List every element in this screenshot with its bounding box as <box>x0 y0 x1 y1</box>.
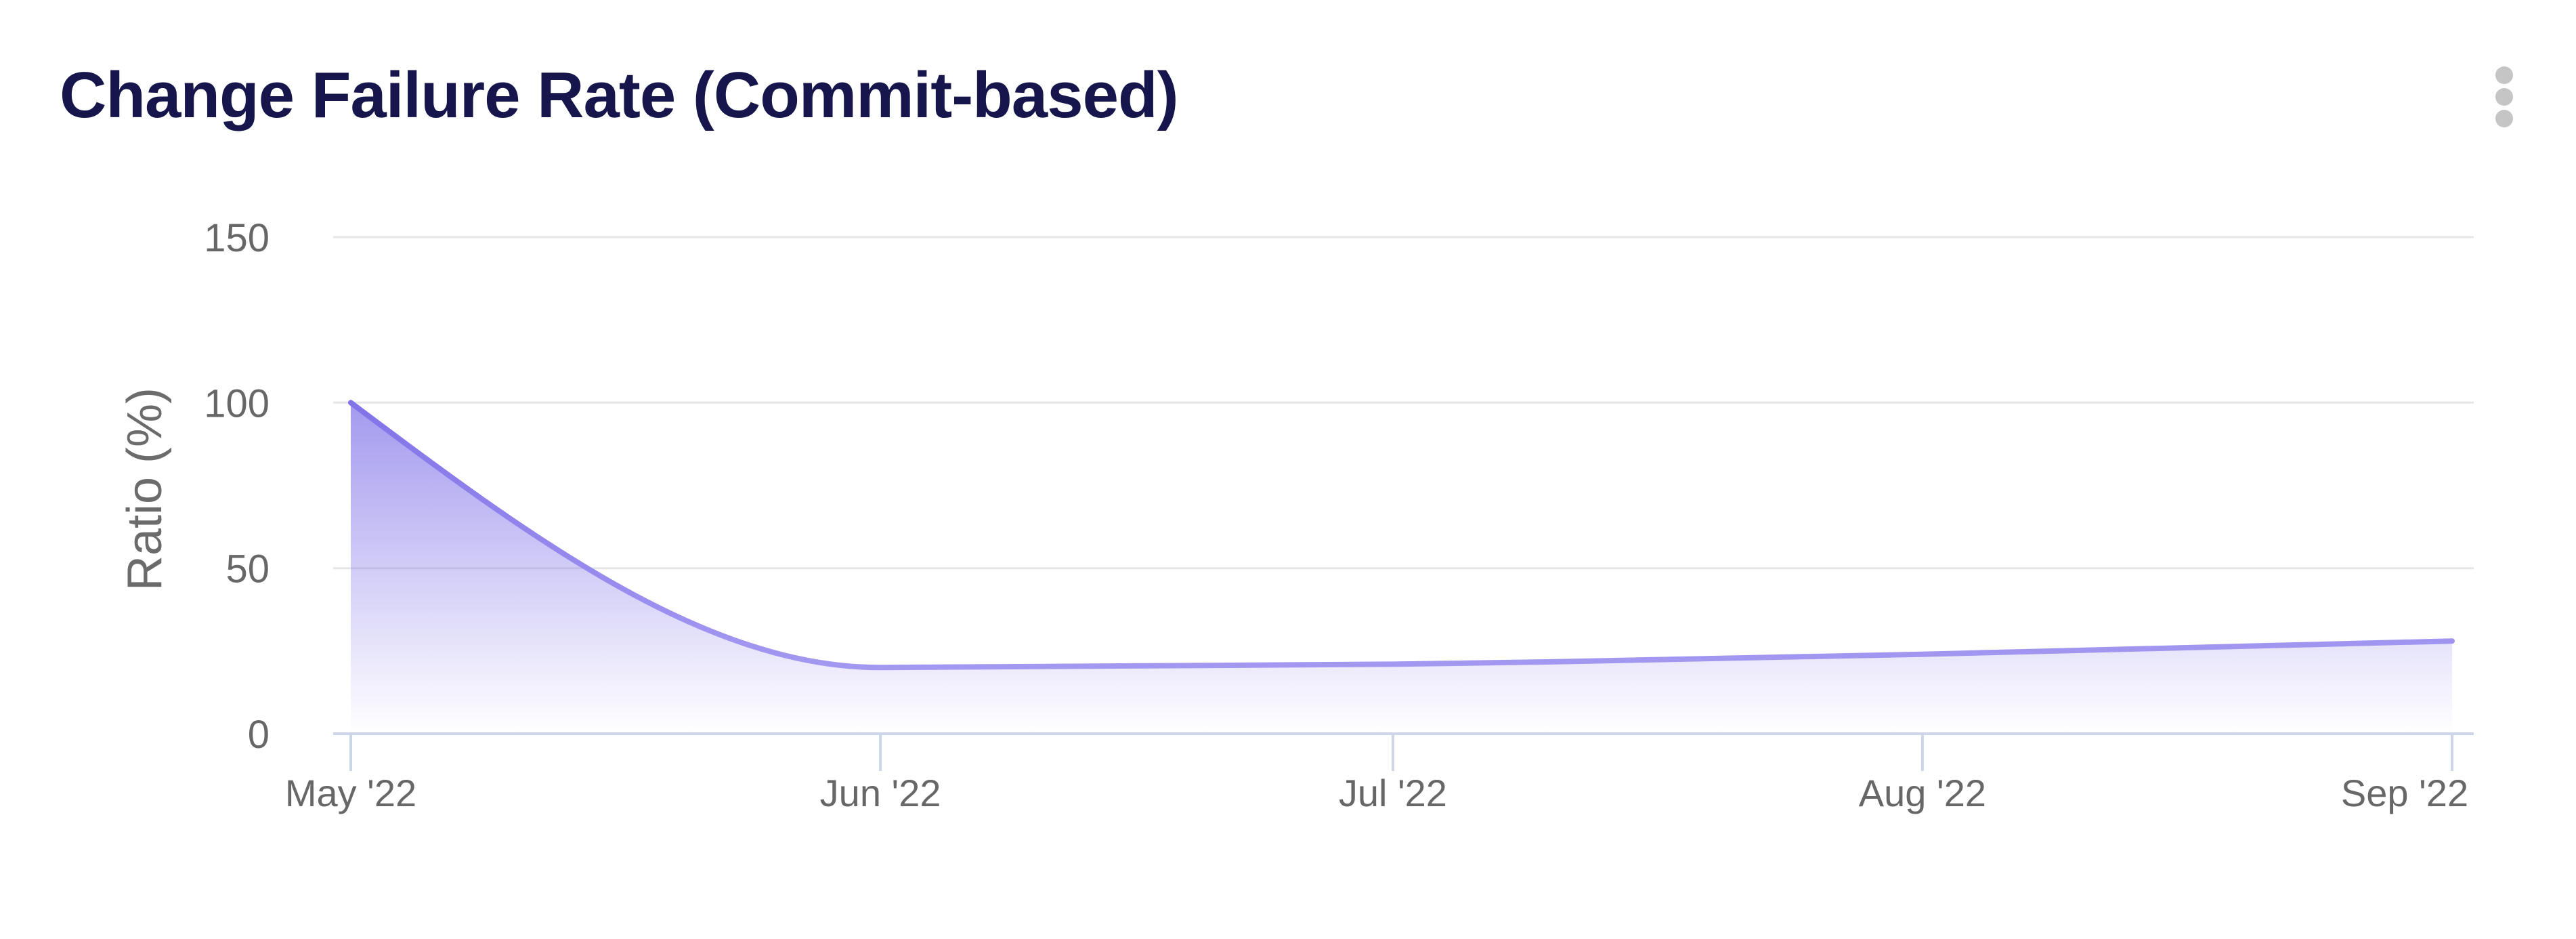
kebab-dot-icon <box>2495 110 2513 127</box>
chart-title: Change Failure Rate (Commit-based) <box>60 59 1179 131</box>
gridlines <box>333 236 2474 570</box>
kebab-dot-icon <box>2495 88 2513 106</box>
x-axis-tick-label: May '22 <box>285 772 416 814</box>
x-axis-tick-label: Aug '22 <box>1859 772 1986 814</box>
x-axis-tick-label: Jun '22 <box>820 772 941 814</box>
y-axis-tick-label: 50 <box>226 547 270 591</box>
x-axis-tick-label: Jul '22 <box>1339 772 1447 814</box>
y-axis-tick-label: 150 <box>204 216 270 260</box>
x-axis <box>333 732 2474 771</box>
y-axis-tick-label: 100 <box>204 381 270 425</box>
y-axis-title: Ratio (%) <box>118 388 172 591</box>
kebab-menu-button[interactable] <box>2484 60 2525 134</box>
x-axis-tick-label: Sep '22 <box>2341 772 2468 814</box>
series-line <box>348 400 2455 671</box>
kebab-dot-icon <box>2495 66 2513 84</box>
y-axis-tick-label: 0 <box>248 713 270 757</box>
axis-labels: 0 50 100 150 May '22 Jun '22 Jul '22 Aug '22 Sep… <box>204 216 2468 814</box>
series-area-fill <box>351 402 2452 734</box>
